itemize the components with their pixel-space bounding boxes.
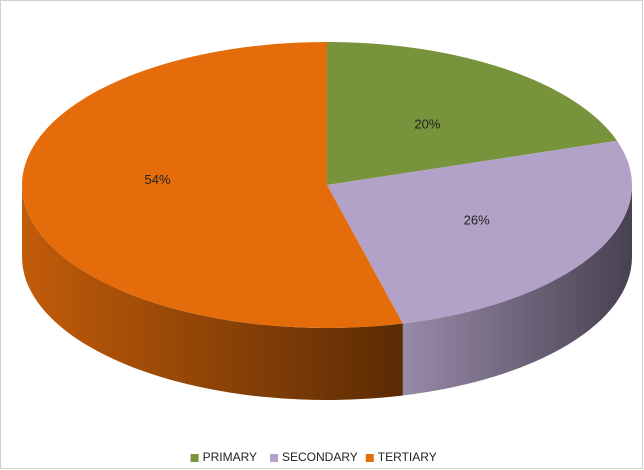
- slice: [327, 42, 618, 185]
- data-label: 26%: [464, 212, 490, 227]
- legend-swatch: [190, 454, 199, 462]
- legend-label: TERTIARY: [378, 450, 437, 464]
- slice: [327, 140, 633, 324]
- legend-swatch: [365, 454, 374, 462]
- data-label: 54%: [145, 172, 171, 187]
- slice-side: [22, 185, 403, 400]
- legend-label: SECONDARY: [282, 450, 358, 464]
- legend-label: PRIMARY: [203, 450, 257, 464]
- legend-swatch: [270, 454, 278, 462]
- slice-side: [402, 185, 632, 396]
- data-label: 20%: [414, 116, 440, 131]
- slice: [21, 41, 403, 328]
